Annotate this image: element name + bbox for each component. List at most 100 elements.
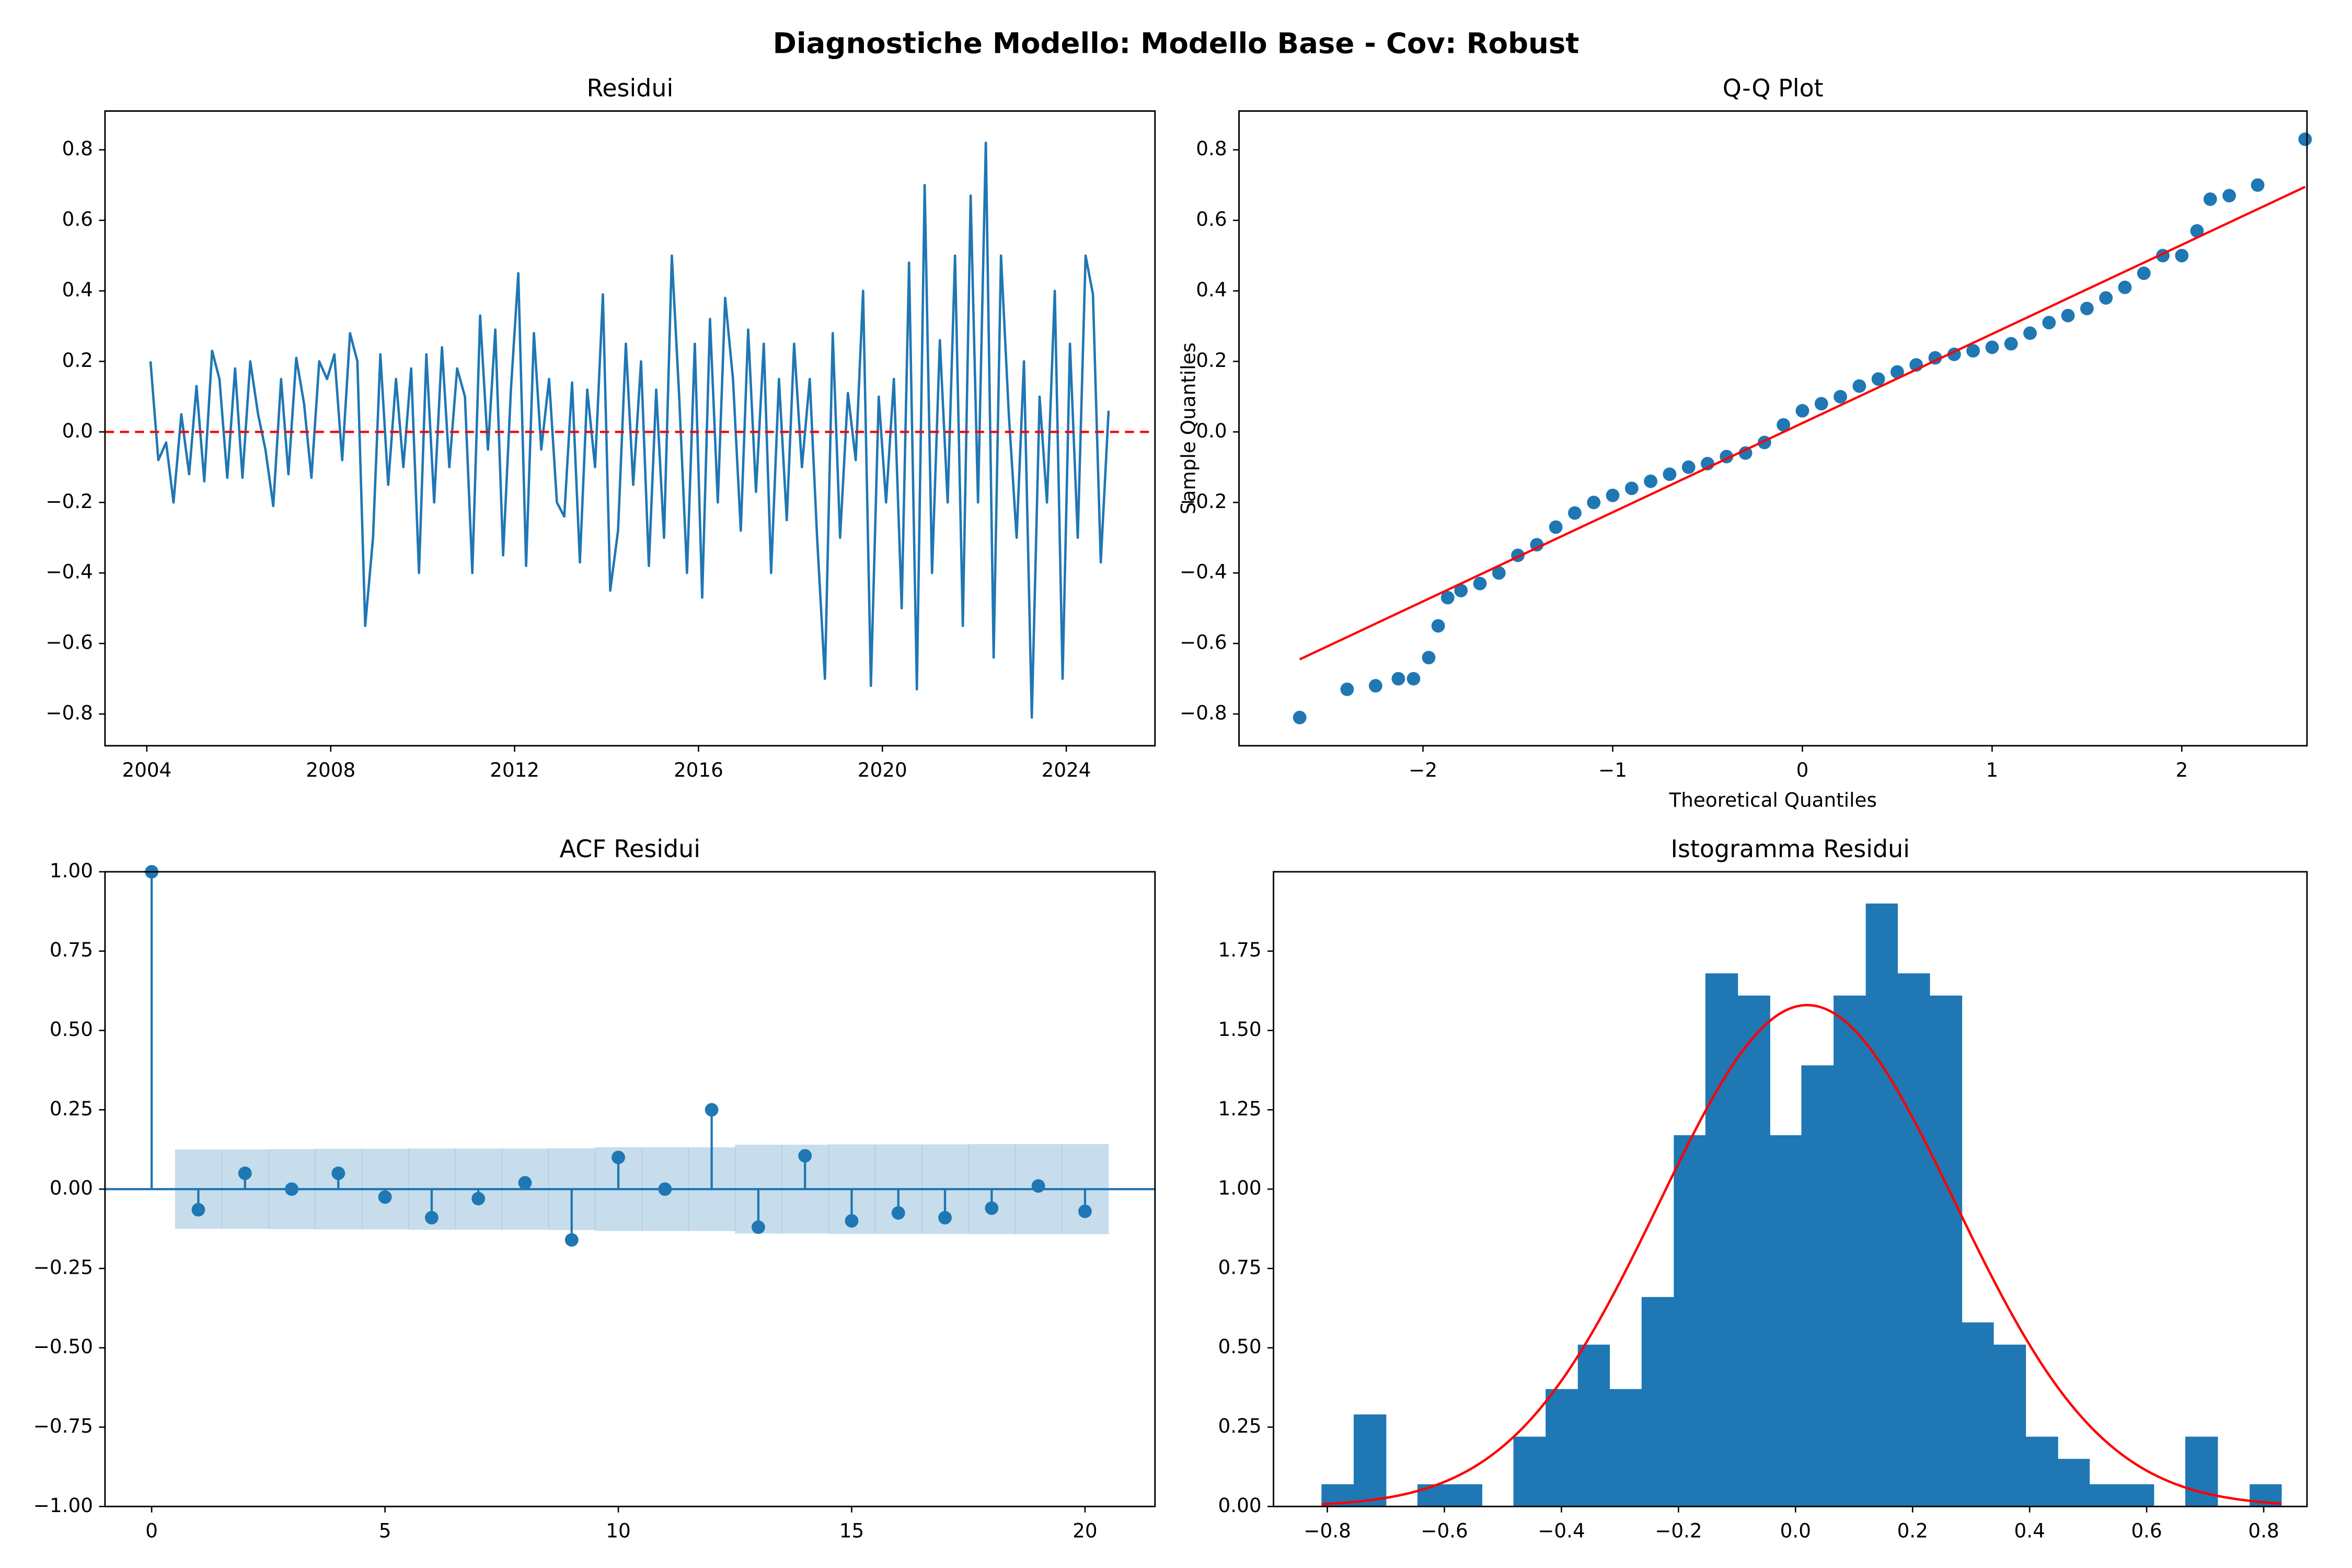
- histogram-bar: [1897, 973, 1930, 1507]
- x-tick-label: 0: [145, 1519, 158, 1542]
- qq-point: [2222, 189, 2236, 203]
- qq-point: [1587, 495, 1601, 510]
- qq-point: [2042, 316, 2056, 330]
- x-tick-label: 5: [379, 1519, 391, 1542]
- qq-point: [2061, 308, 2075, 322]
- y-tick-label: 1.00: [50, 859, 93, 882]
- acf-marker: [751, 1220, 765, 1234]
- qq-point: [1606, 488, 1620, 502]
- histogram-bar: [1609, 1389, 1642, 1507]
- residual-line: [149, 141, 1110, 719]
- acf-marker: [798, 1149, 812, 1163]
- y-tick-label: −0.25: [33, 1255, 93, 1278]
- y-tick-label: 0.2: [62, 349, 93, 372]
- histogram-bar: [2025, 1436, 2058, 1507]
- x-tick-label: 2: [2175, 758, 2188, 781]
- histogram-bar: [1770, 1135, 1802, 1507]
- acf-marker: [238, 1166, 252, 1180]
- x-tick-label: 0: [1796, 758, 1809, 781]
- y-tick-label: −0.8: [45, 701, 93, 724]
- acf-marker: [891, 1206, 905, 1220]
- y-tick-label: −0.8: [1180, 701, 1227, 724]
- x-tick-label: 2004: [122, 758, 171, 781]
- x-tick-label: −0.8: [1304, 1519, 1351, 1542]
- y-tick-label: 0.00: [50, 1177, 93, 1200]
- y-tick-label: −1.00: [33, 1494, 93, 1517]
- acf-marker: [285, 1182, 298, 1196]
- acf-marker: [564, 1233, 579, 1247]
- histogram-bar: [1546, 1389, 1578, 1507]
- histogram-bar: [2089, 1484, 2122, 1507]
- qq-point: [2080, 302, 2094, 316]
- histogram-bar: [2057, 1459, 2090, 1507]
- y-tick-label: −0.50: [33, 1335, 93, 1358]
- qq-point: [1530, 538, 1544, 552]
- histogram-bar: [1641, 1297, 1675, 1507]
- y-tick-label: 0.6: [62, 207, 93, 230]
- x-tick-label: −1: [1598, 758, 1627, 781]
- qq-point: [2190, 224, 2204, 238]
- qq-point: [2251, 178, 2265, 192]
- histogram-bar: [1929, 995, 1963, 1507]
- qq-point: [1406, 672, 1421, 686]
- subplot-title: ACF Residui: [560, 835, 700, 863]
- y-tick-label: −0.4: [45, 560, 93, 583]
- y-tick-label: 1.25: [1218, 1097, 1262, 1120]
- subplot-title: Residui: [586, 74, 673, 102]
- y-tick-label: 0.25: [1218, 1414, 1262, 1437]
- y-tick-label: 0.0: [1196, 419, 1227, 442]
- qq-point: [1492, 566, 1506, 580]
- qq-point: [1681, 460, 1696, 474]
- fit-line: [1299, 186, 2306, 661]
- histogram-bar: [1801, 1065, 1834, 1507]
- y-tick-label: 0.0: [62, 419, 93, 442]
- qq-point: [1454, 584, 1468, 597]
- x-tick-label: −0.6: [1421, 1519, 1468, 1542]
- qq-point: [1834, 389, 1847, 403]
- qq-point: [1340, 682, 1354, 696]
- histogram-bar: [1353, 1414, 1387, 1507]
- qq-point: [2004, 337, 2018, 351]
- x-tick-label: 2024: [1042, 758, 1091, 781]
- y-axis-label: Sample Quantiles: [1177, 342, 1200, 514]
- y-tick-label: 0.6: [1196, 207, 1227, 230]
- histogram-bar: [2121, 1484, 2154, 1507]
- acf-marker: [1078, 1204, 1092, 1218]
- histogram-bar: [1417, 1484, 1450, 1507]
- x-tick-label: 2020: [858, 758, 907, 781]
- subplot-title: Istogramma Residui: [1670, 835, 1910, 863]
- x-tick-label: 1: [1986, 758, 1999, 781]
- acf-marker: [845, 1214, 859, 1228]
- y-tick-label: −0.75: [33, 1414, 93, 1437]
- x-tick-label: 2012: [490, 758, 539, 781]
- y-tick-label: 0.25: [50, 1097, 93, 1120]
- y-tick-label: 0.50: [1218, 1335, 1262, 1358]
- y-tick-label: 0.50: [50, 1018, 93, 1041]
- acf-marker: [331, 1166, 345, 1180]
- acf-marker: [378, 1190, 392, 1204]
- x-tick-label: 15: [839, 1519, 864, 1542]
- histogram-bar: [1513, 1436, 1547, 1507]
- histogram-bar: [1577, 1344, 1610, 1507]
- acf-marker: [658, 1182, 672, 1196]
- qq-point: [1368, 679, 1382, 693]
- qq-point: [1871, 372, 1885, 386]
- y-tick-label: 1.75: [1218, 938, 1262, 961]
- qq-point: [2023, 326, 2037, 340]
- qq-point: [2298, 132, 2312, 146]
- qq-point: [2137, 266, 2151, 280]
- qq-point: [1431, 619, 1445, 633]
- y-tick-label: −0.6: [1180, 631, 1227, 654]
- x-tick-label: 2008: [306, 758, 355, 781]
- density-curve: [1321, 1004, 2281, 1506]
- x-tick-label: −0.2: [1655, 1519, 1702, 1542]
- qq-point: [1966, 344, 1980, 358]
- y-tick-label: 0.4: [62, 278, 93, 301]
- y-tick-label: 0.75: [1218, 1255, 1262, 1278]
- qq-point: [1890, 365, 1904, 379]
- y-tick-label: 1.00: [1218, 1177, 1262, 1200]
- acf-marker: [191, 1203, 205, 1217]
- histogram-bar: [1705, 973, 1738, 1507]
